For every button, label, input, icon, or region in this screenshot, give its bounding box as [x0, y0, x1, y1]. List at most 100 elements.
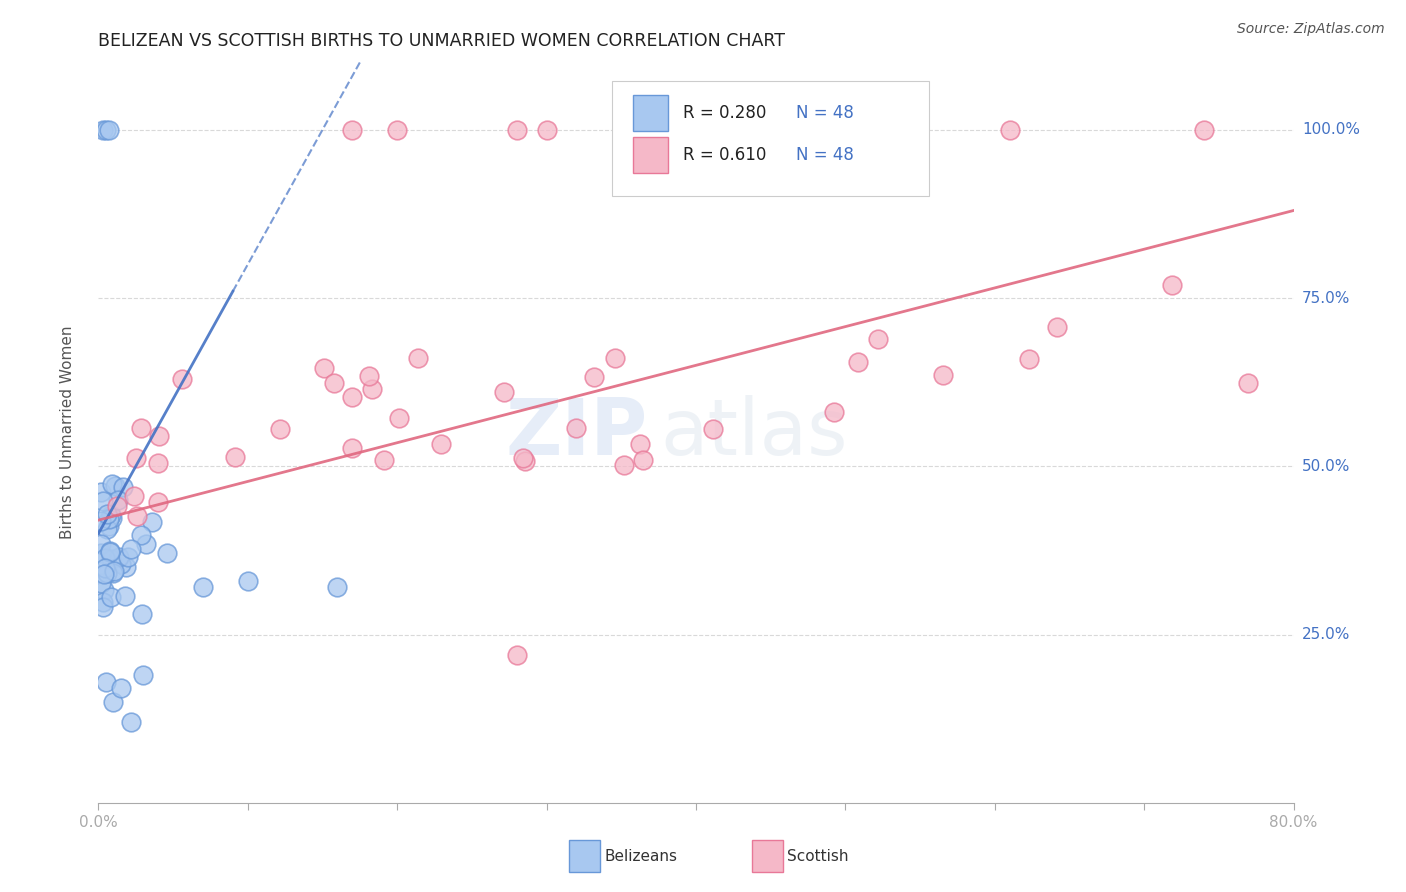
Point — [129, 421, 152, 435]
Point — [120, 541, 142, 556]
Point — [100, 551, 122, 566]
Point — [359, 368, 381, 383]
Point — [110, 558, 132, 572]
Point — [110, 681, 132, 696]
Point — [314, 361, 336, 376]
Point — [107, 550, 129, 565]
Point — [148, 429, 170, 443]
Text: N = 48: N = 48 — [796, 103, 855, 122]
Point — [107, 493, 129, 508]
Point — [1237, 376, 1260, 390]
Point — [866, 332, 889, 346]
Point — [361, 382, 384, 396]
Point — [388, 410, 411, 425]
Point — [94, 561, 117, 575]
Point — [125, 509, 148, 524]
Point — [104, 479, 127, 493]
Point — [96, 566, 118, 580]
Point — [823, 405, 845, 419]
Point — [90, 537, 112, 551]
Point — [146, 495, 169, 509]
Point — [131, 527, 153, 541]
Point — [224, 450, 246, 464]
Point — [582, 369, 605, 384]
Point — [93, 582, 115, 597]
Point — [117, 549, 139, 564]
Point — [98, 543, 121, 558]
Point — [932, 368, 955, 383]
Point — [131, 607, 153, 622]
Point — [100, 477, 122, 491]
Point — [97, 519, 120, 533]
Point — [141, 516, 163, 530]
Point — [91, 122, 114, 136]
Text: Scottish: Scottish — [787, 849, 849, 863]
Point — [326, 581, 349, 595]
Point — [506, 122, 529, 136]
Point — [94, 122, 117, 136]
Point — [1161, 278, 1184, 293]
Point — [628, 437, 651, 451]
Point — [90, 485, 112, 500]
Point — [156, 545, 179, 559]
Text: Source: ZipAtlas.com: Source: ZipAtlas.com — [1237, 22, 1385, 37]
Point — [513, 454, 536, 468]
Point — [93, 551, 115, 566]
Point — [98, 512, 121, 526]
Point — [613, 458, 636, 472]
Point — [97, 122, 120, 136]
Point — [96, 522, 118, 536]
Point — [1046, 320, 1069, 334]
Text: Belizeans: Belizeans — [605, 849, 678, 863]
Point — [430, 436, 453, 450]
Point — [385, 122, 409, 136]
Point — [1192, 122, 1215, 136]
Point — [101, 510, 124, 524]
Point — [846, 355, 869, 369]
FancyBboxPatch shape — [613, 81, 929, 195]
Text: 100.0%: 100.0% — [1302, 122, 1360, 137]
Point — [101, 566, 124, 580]
Point — [148, 456, 170, 470]
Point — [122, 489, 145, 503]
Point — [100, 508, 122, 522]
Point — [269, 422, 291, 436]
Point — [998, 122, 1021, 136]
Point — [775, 122, 797, 136]
Point — [702, 423, 724, 437]
FancyBboxPatch shape — [633, 95, 668, 130]
Point — [112, 480, 135, 494]
Point — [406, 351, 429, 365]
Point — [91, 595, 114, 609]
Text: N = 48: N = 48 — [796, 146, 855, 164]
Point — [342, 122, 364, 136]
Text: atlas: atlas — [661, 394, 848, 471]
Point — [114, 559, 136, 574]
Point — [100, 590, 122, 604]
Point — [91, 600, 114, 615]
Point — [342, 442, 364, 456]
Text: 50.0%: 50.0% — [1302, 458, 1350, 474]
Point — [90, 514, 112, 528]
Point — [191, 581, 214, 595]
Point — [103, 695, 125, 709]
Text: BELIZEAN VS SCOTTISH BIRTHS TO UNMARRIED WOMEN CORRELATION CHART: BELIZEAN VS SCOTTISH BIRTHS TO UNMARRIED… — [98, 32, 786, 50]
Point — [492, 385, 515, 400]
Point — [1018, 351, 1040, 366]
Point — [103, 564, 125, 578]
Point — [631, 453, 654, 467]
Text: 75.0%: 75.0% — [1302, 291, 1350, 305]
Point — [114, 589, 136, 603]
Point — [90, 575, 112, 590]
Point — [172, 372, 194, 386]
Point — [512, 450, 534, 465]
Point — [373, 453, 395, 467]
Point — [120, 714, 142, 729]
Point — [132, 668, 155, 682]
Y-axis label: Births to Unmarried Women: Births to Unmarried Women — [60, 326, 75, 540]
Point — [603, 351, 626, 365]
Point — [322, 376, 344, 390]
Point — [105, 499, 128, 513]
Text: ZIP: ZIP — [506, 394, 648, 471]
Point — [340, 391, 363, 405]
